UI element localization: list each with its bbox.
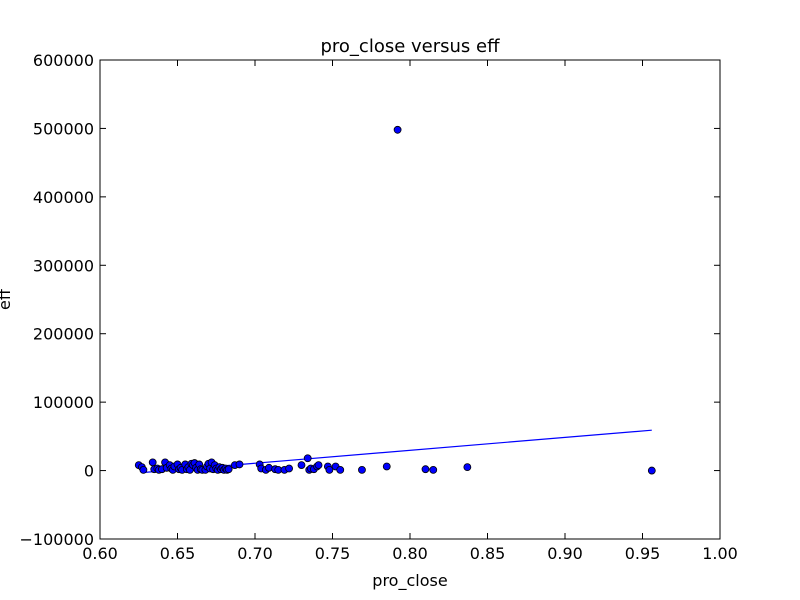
y-tick-label: 200000: [33, 325, 94, 344]
scatter-point: [325, 465, 334, 474]
scatter-point: [139, 465, 148, 474]
scatter-point: [429, 465, 438, 474]
scatter-point: [265, 463, 273, 472]
scatter-point: [336, 465, 345, 474]
axes-frame: [99, 59, 721, 540]
scatter-point: [148, 458, 157, 467]
x-tick-label: 0.80: [392, 544, 428, 563]
x-tick-label: 0.90: [547, 544, 583, 563]
x-tick-label: 0.60: [82, 544, 118, 563]
x-tick-label: 0.85: [470, 544, 506, 563]
scatter-point: [297, 461, 306, 469]
scatter-point: [421, 465, 430, 474]
y-axis-label: eff: [0, 288, 14, 310]
scatter-point: [382, 462, 391, 471]
x-tick-label: 1.00: [702, 544, 738, 563]
scatter-point: [463, 463, 472, 472]
y-tick-label: 0: [84, 462, 94, 481]
scatter-point: [303, 454, 312, 463]
x-tick-label: 0.75: [315, 544, 351, 563]
y-tick-label: 400000: [33, 188, 94, 207]
scatter-point: [235, 460, 244, 469]
x-axis-label: pro_close: [372, 571, 447, 591]
y-tick-label: −100000: [20, 530, 94, 549]
scatter-point: [285, 464, 294, 473]
scatter-point: [358, 465, 366, 474]
y-tick-label: 600000: [33, 51, 94, 70]
scatter-point: [314, 461, 323, 469]
scatter-point: [224, 465, 233, 474]
x-tick-label: 0.95: [625, 544, 661, 563]
x-tick-label: 0.70: [237, 544, 273, 563]
chart-title: pro_close versus eff: [320, 36, 500, 57]
x-tick-label: 0.65: [160, 544, 196, 563]
plot-area: [134, 125, 656, 475]
scatter-point: [393, 125, 402, 134]
y-tick-label: 100000: [33, 393, 94, 412]
y-tick-label: 300000: [33, 256, 94, 275]
y-tick-label: 500000: [33, 119, 94, 138]
scatter-point: [647, 466, 656, 475]
y-axis-ticks: −100000 0 100000 200000 300000 400000 500000 60…: [20, 51, 720, 549]
